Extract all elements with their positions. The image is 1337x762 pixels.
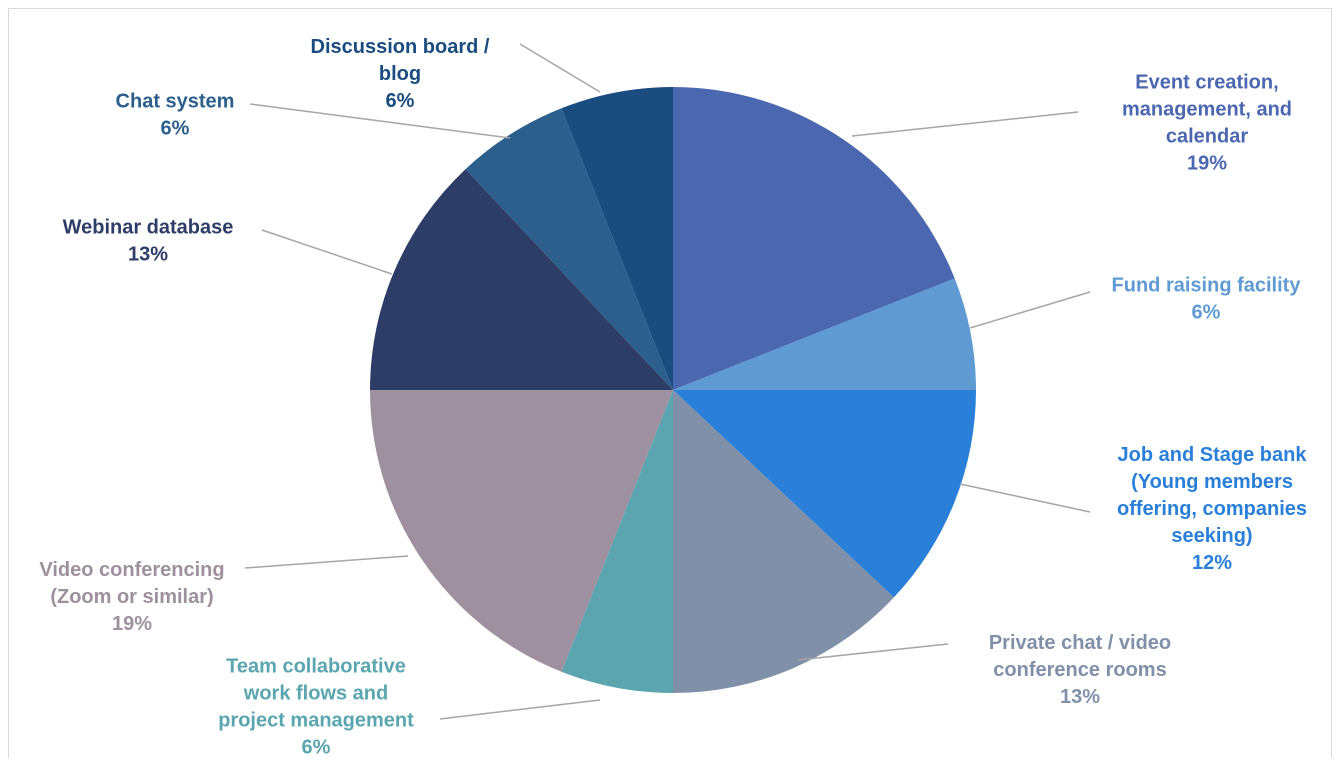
slice-percent-label: 19% <box>1187 153 1227 175</box>
slice-label-line: Job and Stage bank <box>1118 444 1308 466</box>
slices-layer <box>370 87 976 693</box>
slice-label: Job and Stage bank (Young members offering… <box>1117 444 1307 574</box>
leader-lines-layer <box>244 43 1091 720</box>
slice-label: Video conferencing (Zoom or similar) 19% <box>39 559 224 635</box>
pie-slice <box>673 87 955 390</box>
pie-slice <box>673 390 976 598</box>
slice-percent-label: 6% <box>386 90 415 112</box>
leader-line <box>969 291 1091 329</box>
slice-label: Webinar database 13% <box>63 217 234 266</box>
slice-label-line: project management <box>218 710 414 732</box>
slice-label-line: offering, companies <box>1117 498 1307 520</box>
pie-slice <box>465 108 673 390</box>
leader-line <box>244 555 409 569</box>
slice-label: Chat system 6% <box>116 91 235 140</box>
slice-percent-label: 12% <box>1192 552 1232 574</box>
slice-label-line: Event creation, <box>1135 72 1278 94</box>
leader-line <box>797 643 949 661</box>
chart-frame <box>8 8 1332 758</box>
leader-line <box>519 43 601 93</box>
slice-label-line: Private chat / video <box>989 632 1171 654</box>
leader-line <box>851 111 1079 137</box>
slice-label: Team collaborative work flows and project … <box>218 656 414 759</box>
pie-slice <box>673 278 976 390</box>
slice-percent-label: 13% <box>1060 686 1100 708</box>
leader-line <box>439 699 601 720</box>
slice-label-line: seeking) <box>1171 525 1252 547</box>
pie-slice <box>561 390 673 693</box>
labels-layer: Event creation, management, and calendar 19… <box>39 36 1307 759</box>
slice-percent-label: 6% <box>1192 302 1221 324</box>
pie-slice <box>673 390 894 693</box>
slice-percent-label: 13% <box>128 244 168 266</box>
slice-percent-label: 6% <box>302 737 331 759</box>
pie-slice <box>561 87 673 390</box>
slice-label-line: (Young members <box>1131 471 1293 493</box>
slice-label-line: Video conferencing <box>39 559 224 581</box>
slice-label-line: work flows and <box>243 683 388 705</box>
slice-label-line: Webinar database <box>63 217 234 239</box>
slice-label-line: Discussion board / <box>311 36 490 58</box>
slice-label: Fund raising facility 6% <box>1112 275 1302 324</box>
leader-line <box>959 483 1091 513</box>
slice-label: Discussion board / blog 6% <box>311 36 490 112</box>
pie-slice <box>370 390 673 672</box>
slice-label-line: Fund raising facility <box>1112 275 1302 297</box>
slice-percent-label: 19% <box>112 613 152 635</box>
slice-label-line: management, and <box>1122 99 1292 121</box>
pie-slice <box>370 169 673 390</box>
leader-line <box>261 229 393 275</box>
slice-label-line: Chat system <box>116 91 235 113</box>
slice-label-line: (Zoom or similar) <box>50 586 213 608</box>
slice-label: Event creation, management, and calendar 19… <box>1122 72 1292 175</box>
slice-label-line: Team collaborative <box>226 656 406 678</box>
slice-label-line: blog <box>379 63 421 85</box>
slice-label-line: calendar <box>1166 126 1248 148</box>
leader-line <box>249 103 511 139</box>
slice-percent-label: 6% <box>161 118 190 140</box>
slice-label: Private chat / video conference rooms 13% <box>989 632 1171 708</box>
slice-label-line: conference rooms <box>993 659 1166 681</box>
